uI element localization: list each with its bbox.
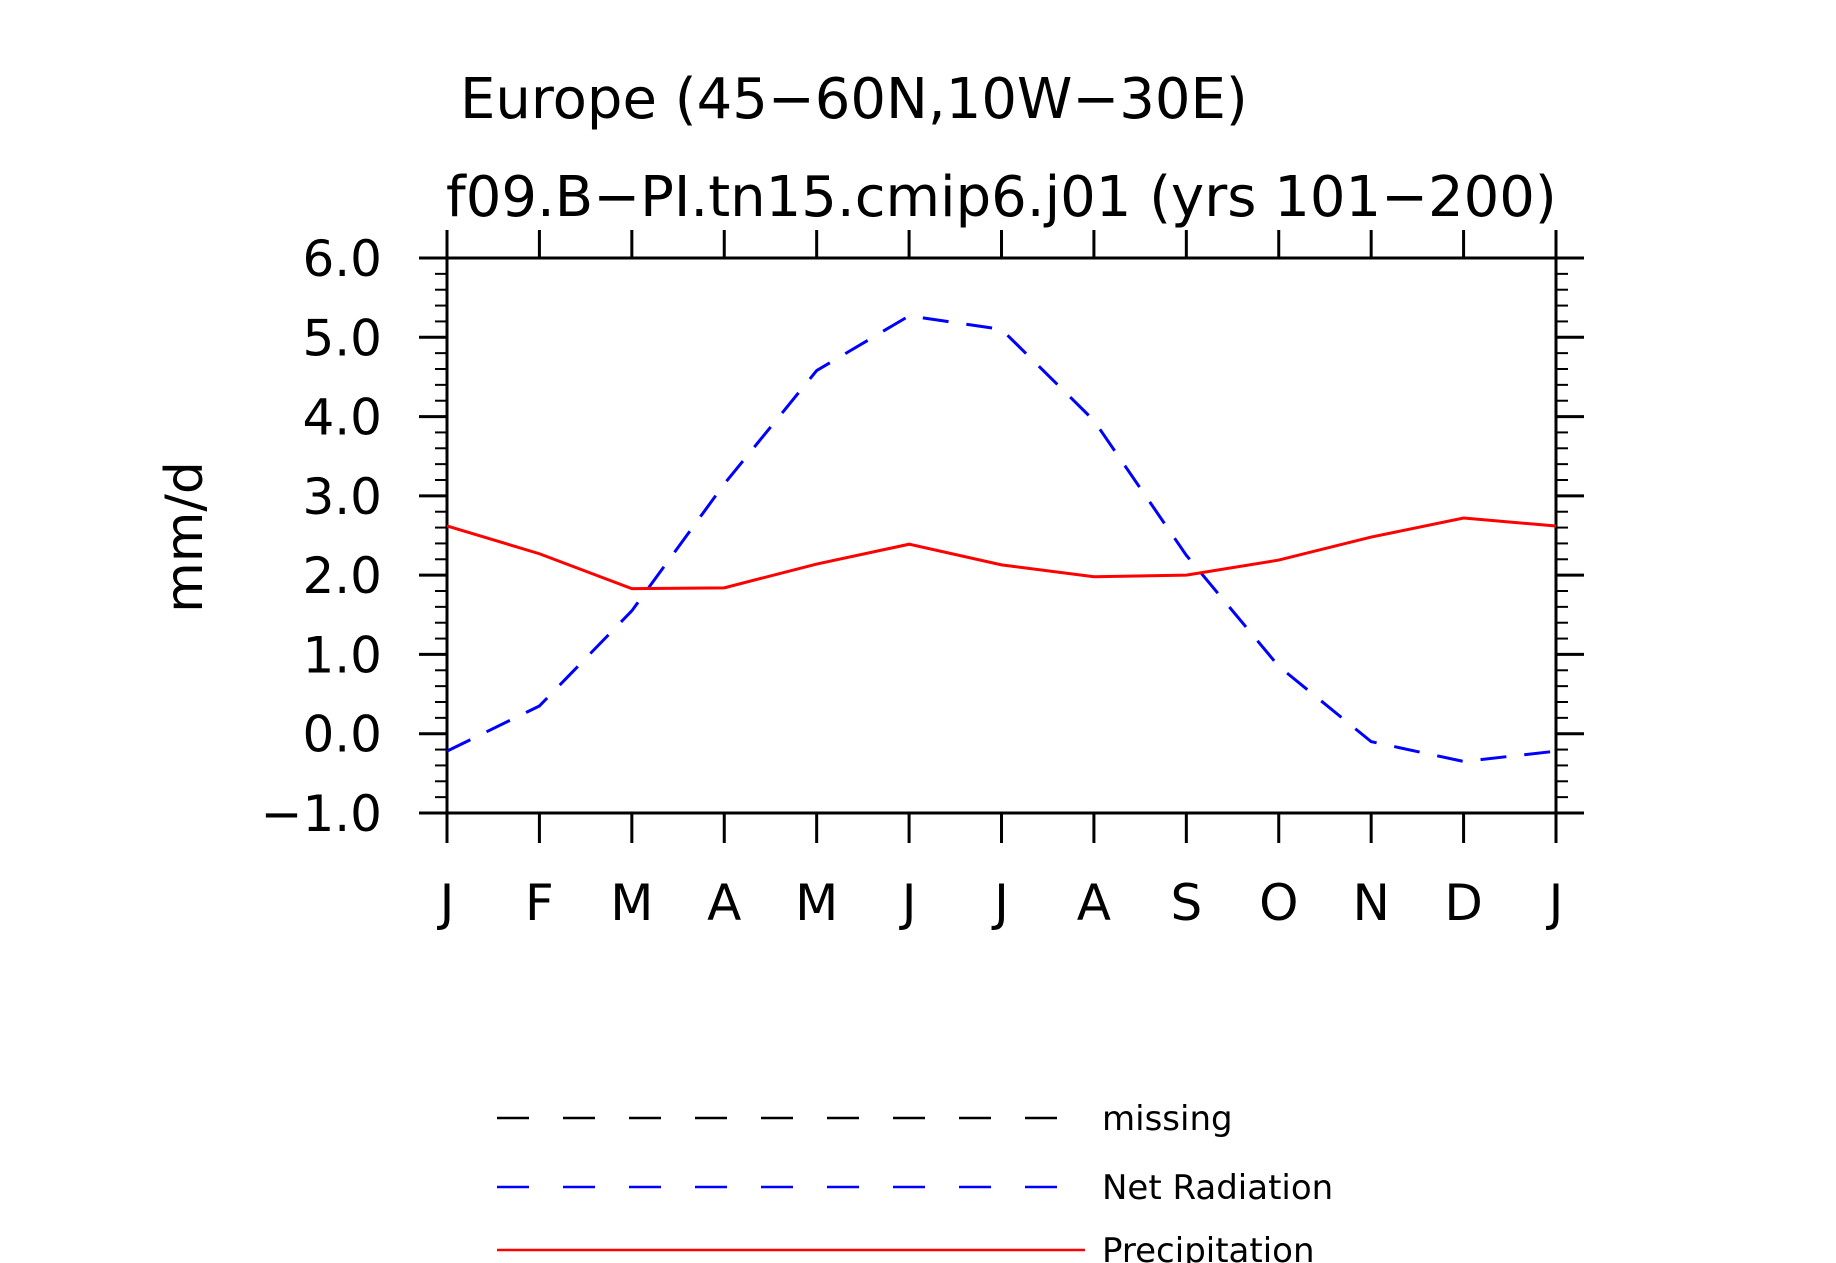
chart-title: Europe (45−60N,10W−30E) [460, 67, 1248, 132]
x-tick-label: N [1352, 874, 1389, 932]
x-tick-label: F [525, 874, 554, 932]
y-tick-label: 5.0 [302, 309, 382, 367]
x-tick-label: J [1546, 874, 1564, 932]
legend-label: Net Radiation [1102, 1168, 1333, 1208]
legend-label: missing [1102, 1099, 1233, 1139]
x-tick-label: O [1259, 874, 1298, 932]
legend: missing Net Radiation Precipitation [497, 1099, 1333, 1263]
y-tick-label: 4.0 [302, 389, 382, 447]
y-tick-label: 1.0 [302, 626, 382, 684]
y-axis-label: mm/d [155, 461, 215, 613]
y-tick-label: 2.0 [302, 547, 382, 605]
x-tick-label: J [991, 874, 1009, 932]
x-tick-label: M [610, 874, 653, 932]
y-tick-label: 6.0 [302, 230, 382, 288]
series-precipitation [446, 516, 1557, 591]
x-tick-label: D [1444, 874, 1483, 932]
x-tick-label: J [899, 874, 917, 932]
x-tick-label: J [437, 874, 455, 932]
series-net-radiation [446, 314, 1557, 763]
x-tick-label: A [1077, 874, 1111, 932]
plot-frame [445, 256, 1558, 815]
y-tick-label: 3.0 [302, 468, 382, 526]
series-lines [446, 314, 1557, 763]
y-tick-label: −1.0 [261, 785, 382, 843]
x-tick-label: M [795, 874, 838, 932]
legend-label: Precipitation [1102, 1231, 1315, 1263]
y-tick-label: 0.0 [302, 706, 382, 764]
x-tick-label: A [707, 874, 741, 932]
chart-subtitle: f09.B−PI.tn15.cmip6.j01 (yrs 101−200) [446, 165, 1557, 230]
x-tick-label: S [1170, 874, 1202, 932]
axis-ticks: J F M A M J J A S O N D J6.05.04.03.02.01.00.0−1.0 [261, 230, 1584, 932]
